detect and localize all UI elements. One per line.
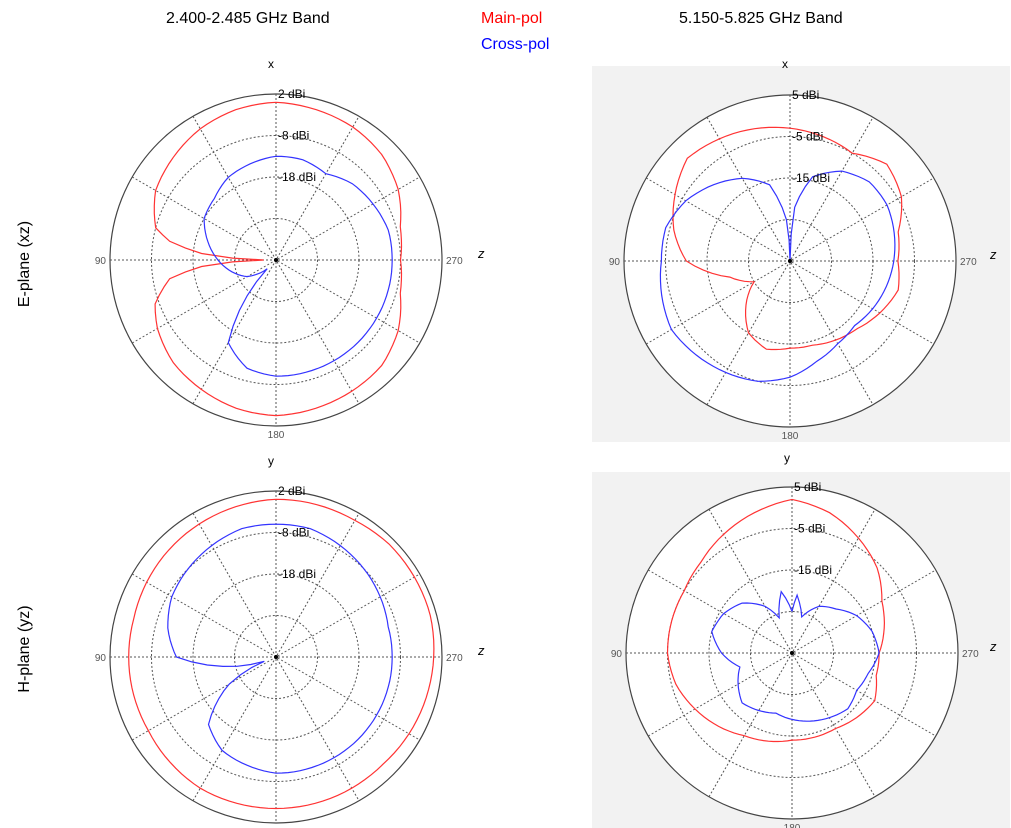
main-pol-trace [672,126,903,351]
column-header-5ghz: 5.150-5.825 GHz Band [679,10,843,27]
angle-label-270: 270 [962,649,979,660]
ring-label: 5 dBi [792,88,819,102]
axis-label-side: z [989,247,997,262]
angle-label-270: 270 [960,257,977,268]
angle-label-180: 180 [782,431,799,442]
legend-main-pol: Main-pol [481,10,543,27]
angle-label-90: 90 [95,256,107,267]
center-dot [274,655,278,659]
ring-label: -15 dBi [794,563,832,577]
axis-label-side: z [989,639,997,654]
ring-label: 2 dBi [278,87,305,101]
center-dot [788,259,792,263]
grid-ring [234,615,318,699]
grid-ring [750,611,834,695]
main-pol-trace [128,498,435,810]
grid-ring [667,528,917,778]
ring-label: -18 dBi [278,170,316,184]
ring-label: -8 dBi [278,129,309,143]
angle-label-270: 270 [446,256,463,267]
main-pol-trace [666,498,886,743]
column-header-2-4ghz: 2.400-2.485 GHz Band [166,10,330,27]
grid-ring [234,218,318,302]
axis-label-top: x [782,57,788,71]
main-pol-trace [153,101,403,417]
ring-label: 2 dBi [278,484,305,498]
angle-label-90: 90 [609,257,621,268]
center-dot [274,258,278,262]
cross-pol-trace [659,170,896,382]
ring-label: -18 dBi [278,567,316,581]
angle-label-90: 90 [95,653,107,664]
axis-label-top: y [268,454,274,468]
angle-label-90: 90 [611,649,623,660]
grid-ring [665,136,915,386]
angle-label-180: 180 [784,823,801,828]
cross-pol-trace [203,155,393,377]
legend-cross-pol: Cross-pol [481,36,550,53]
cross-pol-trace [711,590,880,722]
angle-label-180: 180 [268,430,285,441]
ring-label: -15 dBi [792,171,830,185]
grid-ring [151,532,401,782]
ring-label: -5 dBi [792,130,823,144]
grid-ring [748,219,832,303]
angle-label-270: 270 [446,653,463,664]
ring-label: -8 dBi [278,526,309,540]
center-dot [790,651,794,655]
axis-label-top: y [784,451,790,465]
axis-label-side: z [477,246,485,261]
axis-label-top: x [268,57,274,71]
ring-label: 5 dBi [794,480,821,494]
ring-label: -5 dBi [794,522,825,536]
cross-pol-trace [167,523,393,774]
axis-label-side: z [477,643,485,658]
